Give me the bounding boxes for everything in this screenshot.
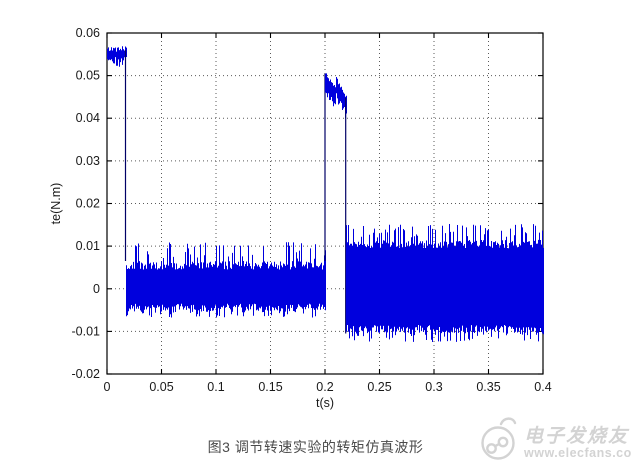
- y-tick-label: 0.04: [76, 111, 100, 125]
- y-tick-label: 0: [93, 282, 100, 296]
- y-tick-label: 0.06: [76, 26, 100, 40]
- watermark-url: www.elecfans.com: [524, 446, 631, 460]
- x-tick-label: 0.1: [207, 380, 224, 394]
- watermark-site-name: 电子发烧友: [524, 426, 630, 447]
- y-tick-label: 0.05: [76, 69, 100, 83]
- y-tick-label: 0.03: [76, 154, 100, 168]
- y-tick-label: -0.01: [72, 324, 101, 338]
- x-tick-label: 0.4: [534, 380, 551, 394]
- x-tick-label: 0.3: [425, 380, 442, 394]
- elecfans-watermark: 电子发烧友 www.elecfans.com: [479, 414, 631, 464]
- x-tick-label: 0.25: [367, 380, 391, 394]
- y-axis-label: te(N.m): [49, 183, 63, 225]
- x-tick-label: 0.2: [316, 380, 333, 394]
- y-tick-label: 0.01: [76, 239, 100, 253]
- elecfans-logo-icon: [481, 417, 517, 460]
- y-tick-label: 0.02: [76, 197, 100, 211]
- x-tick-label: 0.15: [258, 380, 282, 394]
- x-tick-label: 0.05: [149, 380, 173, 394]
- torque-plot: 0 0.05 0.1 0.15 0.2 0.25 0.3 0.35 0.4 -0.02 -0.01 0…: [49, 26, 552, 410]
- x-tick-label: 0: [104, 380, 111, 394]
- x-tick-label: 0.35: [476, 380, 500, 394]
- figure-caption: 图3 调节转速实验的转矩仿真波形: [207, 439, 424, 455]
- x-axis-label: t(s): [316, 396, 334, 410]
- y-tick-label: -0.02: [72, 367, 101, 381]
